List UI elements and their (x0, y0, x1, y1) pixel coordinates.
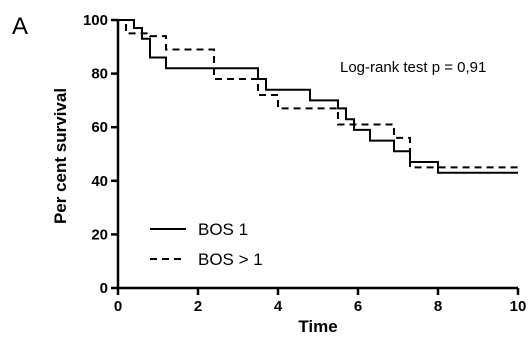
y-tick-label-0: 0 (100, 280, 108, 297)
panel-label: A (12, 13, 28, 40)
legend-label-bos-1: BOS 1 (198, 220, 248, 239)
ticks: 0 20 40 60 80 100 0 2 4 6 8 10 (83, 12, 526, 315)
legend-label-bos-gt-1: BOS > 1 (198, 250, 263, 269)
y-tick-label-40: 40 (91, 173, 108, 190)
legend: BOS 1 BOS > 1 (150, 220, 263, 269)
y-tick-label-80: 80 (91, 66, 108, 83)
series-line-bos-1 (118, 19, 518, 174)
series-layer (118, 19, 518, 174)
x-axis-label: Time (298, 317, 337, 336)
x-tick-label-10: 10 (510, 298, 527, 315)
x-tick-label-4: 4 (274, 298, 283, 315)
x-tick-label-0: 0 (114, 298, 122, 315)
y-axis-label: Per cent survival (51, 88, 70, 224)
x-tick-label-6: 6 (354, 298, 362, 315)
axes (116, 20, 518, 290)
y-tick-label-60: 60 (91, 119, 108, 136)
y-tick-label-100: 100 (83, 12, 108, 29)
y-tick-label-20: 20 (91, 226, 108, 243)
log-rank-annotation: Log-rank test p = 0,91 (340, 59, 486, 76)
series-line-bos-gt-1 (118, 19, 518, 169)
x-tick-label-8: 8 (434, 298, 442, 315)
x-tick-label-2: 2 (194, 298, 202, 315)
